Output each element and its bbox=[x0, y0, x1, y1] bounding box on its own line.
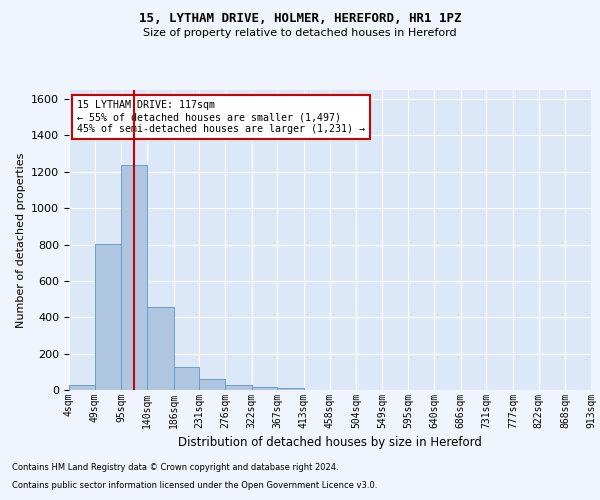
Text: Contains HM Land Registry data © Crown copyright and database right 2024.: Contains HM Land Registry data © Crown c… bbox=[12, 464, 338, 472]
Bar bbox=[277, 388, 304, 390]
Text: Contains public sector information licensed under the Open Government Licence v3: Contains public sector information licen… bbox=[12, 481, 377, 490]
Bar bbox=[147, 308, 173, 390]
Bar bbox=[121, 164, 147, 390]
X-axis label: Distribution of detached houses by size in Hereford: Distribution of detached houses by size … bbox=[178, 436, 482, 450]
Bar bbox=[173, 368, 199, 390]
Bar bbox=[251, 386, 277, 390]
Bar bbox=[225, 385, 251, 390]
Text: 15 LYTHAM DRIVE: 117sqm
← 55% of detached houses are smaller (1,497)
45% of semi: 15 LYTHAM DRIVE: 117sqm ← 55% of detache… bbox=[77, 100, 365, 134]
Bar bbox=[69, 386, 95, 390]
Text: Size of property relative to detached houses in Hereford: Size of property relative to detached ho… bbox=[143, 28, 457, 38]
Bar bbox=[199, 379, 225, 390]
Y-axis label: Number of detached properties: Number of detached properties bbox=[16, 152, 26, 328]
Bar bbox=[95, 244, 121, 390]
Text: 15, LYTHAM DRIVE, HOLMER, HEREFORD, HR1 1PZ: 15, LYTHAM DRIVE, HOLMER, HEREFORD, HR1 … bbox=[139, 12, 461, 26]
